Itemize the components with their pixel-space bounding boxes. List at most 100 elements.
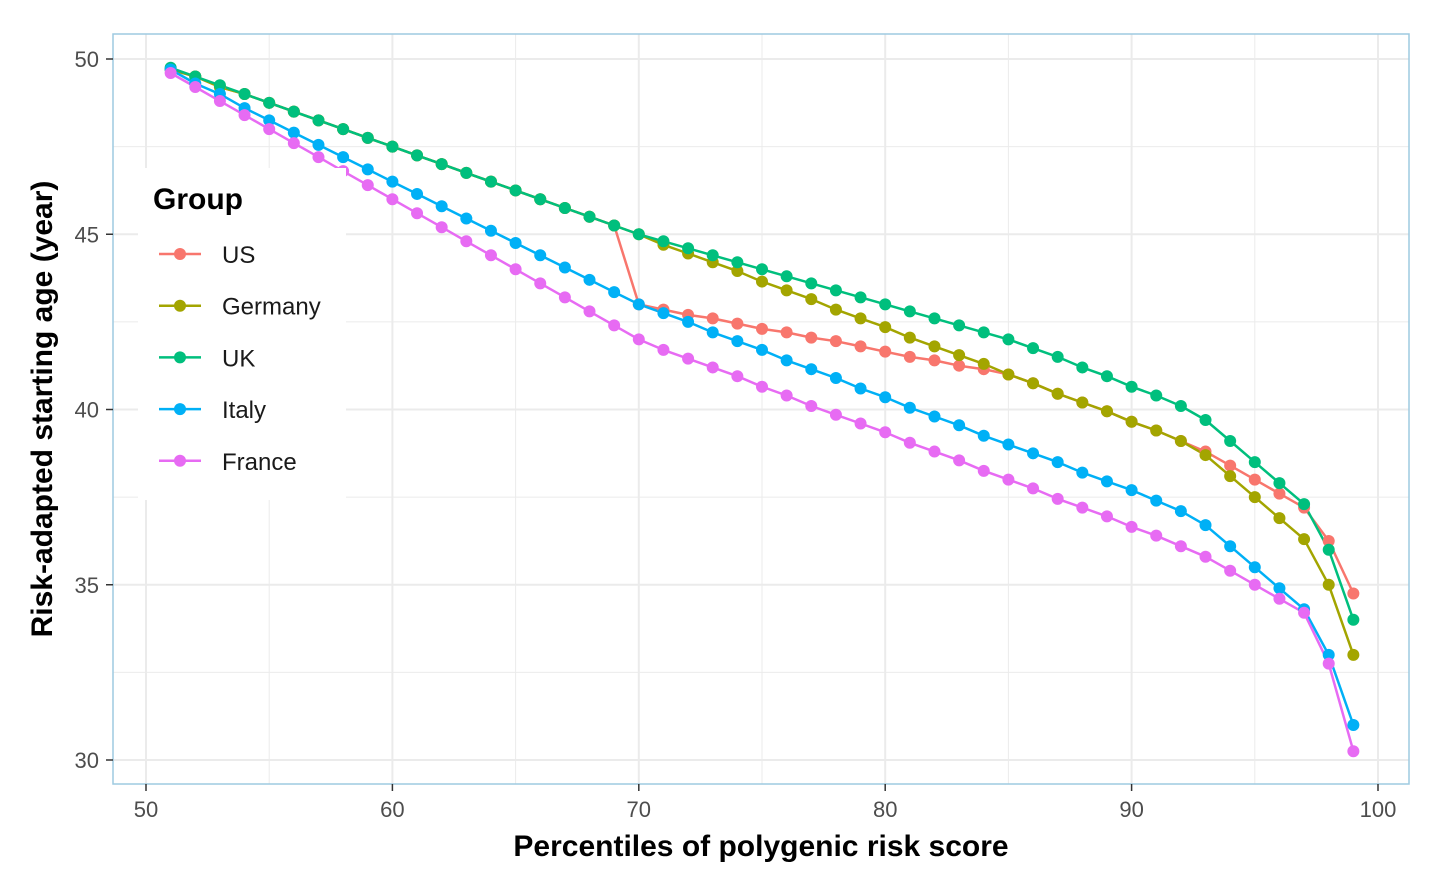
data-point-france <box>1027 482 1040 495</box>
data-point-germany <box>903 331 916 344</box>
data-point-uk <box>632 228 645 241</box>
data-point-italy <box>386 175 399 188</box>
data-point-uk <box>657 235 670 248</box>
data-point-uk <box>361 131 374 144</box>
data-point-italy <box>1273 582 1286 595</box>
y-tick-label: 40 <box>75 398 99 423</box>
data-point-italy <box>411 187 424 200</box>
data-point-italy <box>287 126 300 139</box>
data-point-germany <box>756 275 768 288</box>
data-point-france <box>435 221 448 234</box>
data-point-italy <box>1322 648 1335 661</box>
data-point-uk <box>312 114 325 127</box>
data-point-uk <box>953 319 966 332</box>
data-point-france <box>805 399 818 412</box>
legend-item-us: US <box>159 242 255 269</box>
data-point-uk <box>756 263 768 276</box>
data-point-uk <box>1027 342 1040 355</box>
data-point-france <box>263 123 276 136</box>
x-axis-title: Percentiles of polygenic risk score <box>513 830 1008 863</box>
data-point-france <box>213 95 226 108</box>
data-point-germany <box>928 340 941 353</box>
data-point-uk <box>509 184 522 197</box>
data-point-italy <box>1100 475 1113 488</box>
data-point-italy <box>558 261 571 274</box>
y-tick-label: 30 <box>75 748 99 773</box>
data-point-uk <box>460 166 473 179</box>
data-point-italy <box>1347 718 1360 731</box>
data-point-germany <box>1027 377 1040 390</box>
data-point-germany <box>1076 396 1089 409</box>
data-point-france <box>238 109 251 122</box>
legend-label: France <box>222 449 297 476</box>
series-points <box>164 61 1360 758</box>
data-point-italy <box>1224 540 1237 553</box>
data-point-uk <box>1125 380 1138 393</box>
data-point-france <box>1076 501 1089 514</box>
data-point-italy <box>928 410 941 423</box>
data-point-uk <box>829 284 842 297</box>
data-point-germany <box>1100 405 1113 418</box>
data-point-uk <box>977 326 990 339</box>
data-point-france <box>411 207 424 220</box>
legend-key-point <box>174 351 186 364</box>
data-point-italy <box>1002 438 1015 451</box>
data-point-italy <box>854 382 867 395</box>
legend-label: Germany <box>222 294 321 321</box>
data-point-germany <box>1322 578 1335 591</box>
data-point-germany <box>879 321 892 334</box>
data-point-uk <box>1347 613 1360 626</box>
legend-item-germany: Germany <box>159 294 321 321</box>
data-point-us <box>805 331 818 344</box>
data-point-italy <box>977 429 990 442</box>
data-point-italy <box>1051 456 1064 469</box>
data-point-germany <box>1224 470 1237 483</box>
data-point-italy <box>1150 494 1163 507</box>
legend-item-italy: Italy <box>159 397 266 424</box>
legend-label: UK <box>222 345 255 372</box>
data-point-germany <box>1150 424 1163 437</box>
data-point-germany <box>854 312 867 325</box>
legend-item-france: France <box>159 449 297 476</box>
data-point-france <box>756 380 768 393</box>
y-axis-ticks: 30 35 40 45 50 <box>75 47 113 773</box>
data-point-uk <box>731 256 744 269</box>
data-point-uk <box>1150 389 1163 402</box>
data-point-uk <box>435 158 448 171</box>
y-tick-label: 45 <box>75 222 99 247</box>
data-point-uk <box>1100 370 1113 383</box>
data-point-france <box>189 81 202 94</box>
data-point-us <box>1322 534 1335 547</box>
data-point-italy <box>953 419 966 432</box>
legend-items: US Germany UK Italy France <box>159 242 321 476</box>
data-point-italy <box>460 212 473 225</box>
data-point-uk <box>238 88 251 101</box>
data-point-italy <box>706 326 719 339</box>
data-point-italy <box>903 401 916 414</box>
data-point-us <box>953 359 966 372</box>
data-point-france <box>312 151 325 164</box>
data-point-italy <box>657 307 670 320</box>
data-point-france <box>534 277 547 290</box>
data-point-us <box>1248 473 1261 486</box>
data-point-france <box>1248 578 1261 591</box>
data-point-france <box>386 193 399 206</box>
legend-key-point <box>174 403 186 416</box>
data-point-germany <box>1347 648 1360 661</box>
x-tick-label: 90 <box>1119 797 1143 822</box>
data-point-france <box>706 361 719 374</box>
data-point-france <box>879 426 892 439</box>
data-point-uk <box>386 140 399 153</box>
data-point-france <box>558 291 571 304</box>
data-point-uk <box>558 201 571 214</box>
data-point-germany <box>1298 533 1311 546</box>
data-point-uk <box>213 79 226 92</box>
data-point-france <box>1150 529 1163 542</box>
data-point-uk <box>1224 435 1237 448</box>
grid-lines <box>113 34 1409 784</box>
data-point-france <box>1100 510 1113 523</box>
data-point-italy <box>361 163 374 176</box>
legend-title: Group <box>153 183 243 216</box>
data-point-us <box>829 335 842 348</box>
